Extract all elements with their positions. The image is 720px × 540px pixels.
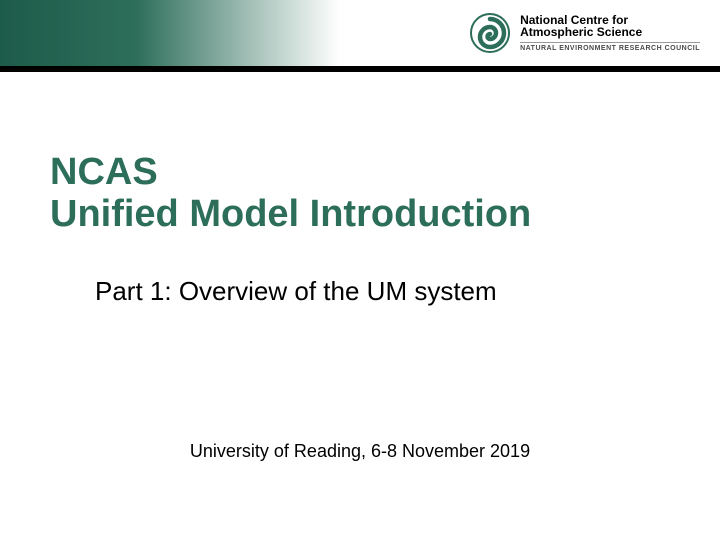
slide-content: NCAS Unified Model Introduction Part 1: …: [0, 72, 720, 307]
title-line2: Unified Model Introduction: [50, 194, 670, 236]
subtitle: Part 1: Overview of the UM system: [95, 276, 670, 307]
swirl-icon: [470, 13, 510, 53]
logo-line2: Atmospheric Science: [520, 26, 700, 39]
header-gradient: [0, 0, 340, 66]
logo-line3: NATURAL ENVIRONMENT RESEARCH COUNCIL: [520, 42, 700, 52]
header-bar: National Centre for Atmospheric Science …: [0, 0, 720, 72]
footer-text: University of Reading, 6-8 November 2019: [0, 441, 720, 462]
org-logo: National Centre for Atmospheric Science …: [470, 13, 700, 53]
logo-text-block: National Centre for Atmospheric Science …: [520, 14, 700, 53]
title-line1: NCAS: [50, 152, 670, 194]
